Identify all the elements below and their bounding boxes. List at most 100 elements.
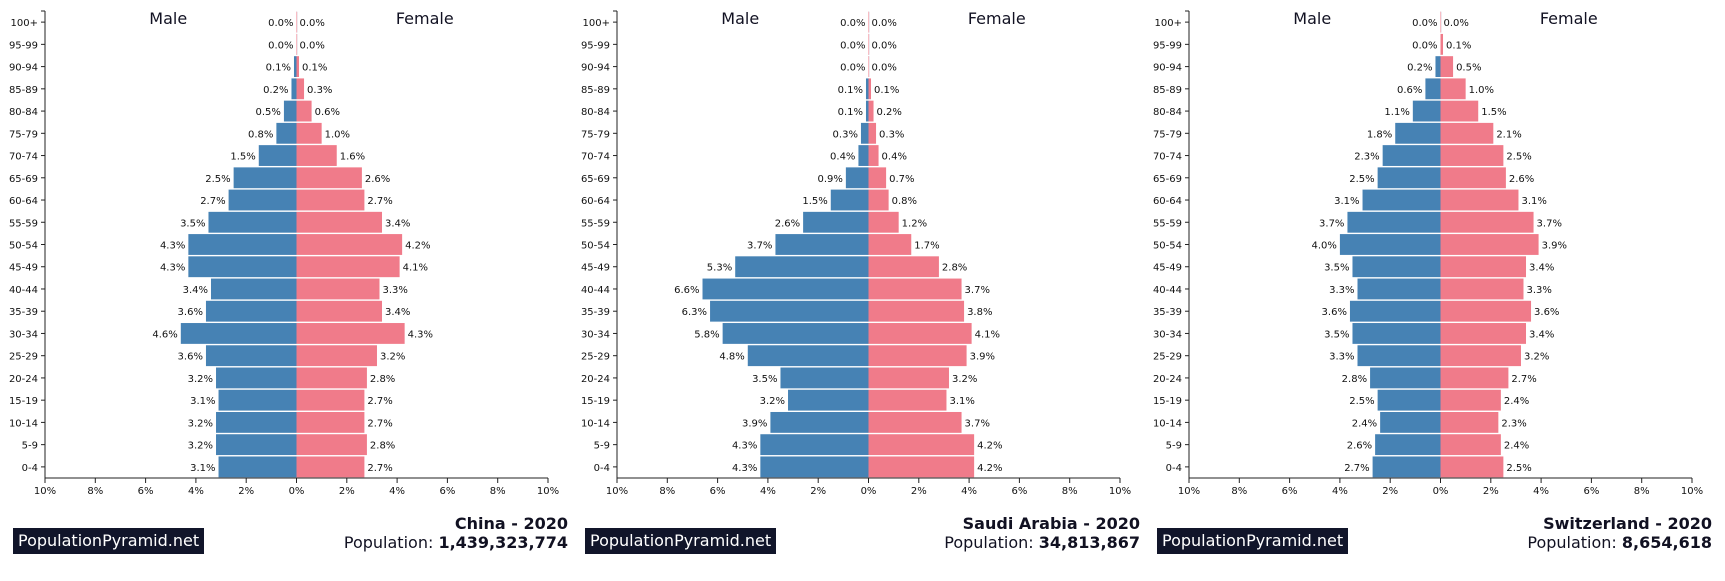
age-group-label: 40-44 [581,285,610,296]
age-group-label: 85-89 [581,85,610,96]
female-bar [296,189,365,211]
age-group-label: 80-84 [9,107,38,118]
x-tick-label: 4% [389,486,405,497]
male-bar [1425,78,1441,100]
age-group-label: 80-84 [581,107,610,118]
male-value-label: 5.3% [707,263,732,274]
female-value-label: 3.3% [1526,285,1551,296]
age-group-label: 35-39 [1153,307,1182,318]
x-tick-label: 8% [659,486,675,497]
female-value-label: 3.6% [1534,307,1559,318]
male-header: Male [721,9,759,28]
female-value-label: 0.5% [1456,63,1481,74]
x-tick-label: 0% [861,486,877,497]
female-bar [868,367,949,389]
brand-badge[interactable]: PopulationPyramid.net [13,528,205,554]
male-bar [210,278,297,300]
age-group-label: 70-74 [581,152,610,163]
x-tick-label: 2% [339,486,355,497]
male-value-label: 3.7% [747,241,772,252]
age-group-label: 25-29 [1153,352,1182,363]
female-bar [296,33,298,55]
x-tick-label: 2% [1483,486,1499,497]
female-bar [296,256,400,278]
male-value-label: 0.1% [838,107,863,118]
male-value-label: 4.3% [160,241,185,252]
male-bar [293,56,297,78]
age-group-label: 40-44 [1153,285,1182,296]
female-bar [1440,189,1519,211]
age-group-label: 20-24 [581,374,610,385]
female-bar [296,167,362,189]
female-bar [1440,411,1499,433]
age-group-label: 100+ [11,18,38,29]
male-bar [775,234,869,255]
female-value-label: 0.0% [872,18,897,29]
female-bar [1440,256,1527,278]
male-bar [205,300,297,322]
female-bar [296,300,383,322]
male-bar [858,145,869,166]
female-bar [1440,56,1454,78]
female-value-label: 3.4% [385,307,410,318]
age-group-label: 100+ [583,18,610,29]
female-bar [868,100,874,122]
male-value-label: 3.7% [1319,218,1344,229]
male-value-label: 0.5% [256,107,281,118]
male-value-label: 3.1% [190,463,215,474]
female-value-label: 0.0% [1444,18,1469,29]
male-bar [760,434,869,456]
female-value-label: 3.7% [965,418,990,429]
brand-badge[interactable]: PopulationPyramid.net [1157,528,1349,554]
x-tick-label: 6% [1583,486,1599,497]
brand-badge[interactable]: PopulationPyramid.net [585,528,777,554]
female-value-label: 0.2% [877,107,902,118]
female-bar [296,345,377,367]
male-bar [1380,411,1441,433]
x-tick-label: 8% [87,486,103,497]
male-value-label: 0.6% [1397,85,1422,96]
population-label: Population: [343,533,439,552]
female-value-label: 3.9% [970,352,995,363]
female-value-label: 2.7% [367,418,392,429]
female-value-label: 2.5% [1506,463,1531,474]
female-bar [1440,234,1539,255]
female-bar [1440,456,1504,478]
female-bar [868,78,872,100]
age-group-label: 85-89 [9,85,38,96]
male-value-label: 5.8% [694,329,719,340]
female-bar [868,189,889,211]
female-bar [296,456,365,478]
male-value-label: 0.0% [840,40,865,51]
male-bar [218,456,297,478]
x-tick-label: 4% [1332,486,1348,497]
male-bar [208,211,297,233]
age-group-label: 75-79 [581,129,610,140]
age-group-label: 55-59 [1153,218,1182,229]
male-bar [1435,56,1441,78]
female-bar [1440,367,1509,389]
male-bar [1339,234,1441,255]
population-value: 1,439,323,774 [438,533,568,552]
male-value-label: 6.3% [682,307,707,318]
female-value-label: 3.1% [949,396,974,407]
male-value-label: 4.8% [719,352,744,363]
male-bar [722,323,869,344]
male-value-label: 3.9% [742,418,767,429]
female-value-label: 1.2% [902,218,927,229]
female-bar [868,323,972,344]
female-bar [868,11,870,33]
age-group-label: 20-24 [1153,374,1182,385]
female-bar [1440,11,1442,33]
female-bar [296,100,312,122]
female-value-label: 0.3% [879,129,904,140]
female-bar [868,234,912,255]
age-group-label: 40-44 [9,285,38,296]
female-bar [296,389,365,411]
female-header: Female [1540,9,1598,28]
female-value-label: 2.7% [367,196,392,207]
female-value-label: 2.7% [1511,374,1536,385]
female-value-label: 3.1% [1521,196,1546,207]
female-bar [296,122,322,144]
x-tick-label: 2% [238,486,254,497]
